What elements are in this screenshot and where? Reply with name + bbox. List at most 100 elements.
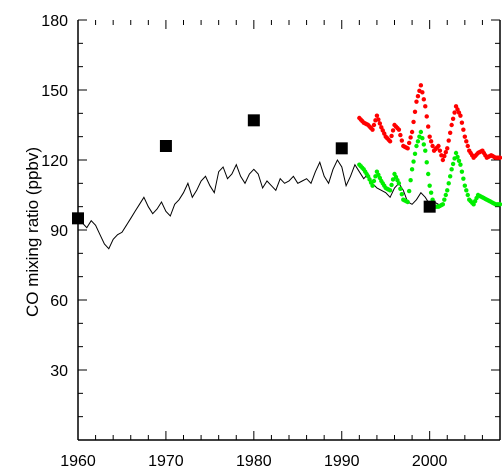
series-layer [72,83,502,250]
x-tick-label: 1980 [236,453,272,469]
y-axis: 30 60 90 120 150 180 [41,13,500,441]
series-point [370,127,375,132]
y-tick-label: 30 [50,363,68,380]
series-point-interp [398,132,403,138]
y-tick-label: 180 [41,13,68,30]
series-point [449,122,454,128]
series-point-interp [371,122,377,128]
series-line [77,158,439,250]
series-point-interp [455,154,460,160]
series-point-interp [408,178,413,183]
series-point-interp [437,148,443,153]
series-point [414,143,419,149]
y-tick-label: 150 [41,83,68,100]
series-point-interp [398,186,403,191]
series-point-interp [408,135,413,140]
series-point-interp [443,192,448,198]
series-square [423,200,436,213]
series-point-interp [415,94,421,99]
series-square [247,114,260,127]
series-point-interp [465,143,470,149]
series-point-interp [461,127,466,132]
series-point-interp [459,169,465,174]
series-point-interp [412,151,418,156]
series-point [396,181,402,186]
series-point [370,183,375,188]
series-point-interp [399,138,405,143]
y-axis-label: CO mixing ratio (ppbv) [23,147,42,317]
series-point-interp [420,136,425,141]
series-point-interp [389,182,394,188]
series-point-interp [426,171,431,177]
series-point-interp [450,161,456,167]
series-point-interp [446,138,451,143]
series-square [335,142,348,155]
series-square [72,212,84,225]
x-axis: 1960 1970 1980 1990 2000 [60,20,501,469]
series-point-interp [459,120,465,125]
series-point-interp [371,178,377,184]
series-point [387,139,393,144]
series-point [418,83,424,88]
series-point [418,129,424,135]
y-tick-label: 60 [50,293,68,310]
series-point-interp [411,119,416,125]
series-point-interp [390,177,396,182]
series-point-interp [450,116,456,121]
series-point-interp [430,143,435,149]
series-point-interp [428,139,434,144]
series-point-interp [389,133,394,139]
series-point [497,155,502,160]
series-point [414,99,419,104]
series-point [387,188,393,193]
series-point [374,113,380,118]
series-point [453,150,459,156]
series-point-interp [464,188,469,193]
series-point [445,146,450,151]
series-point-interp [442,153,447,159]
series-point-interp [442,197,447,202]
series-point-interp [421,142,427,147]
series-point-interp [456,158,462,163]
x-tick-label: 1970 [148,453,184,469]
series-point-interp [464,139,469,144]
series-point [409,167,415,172]
series-point-interp [411,159,416,164]
x-tick-label: 1960 [60,453,96,469]
series-point [458,113,463,118]
series-point-interp [443,150,448,155]
series-point [445,188,450,193]
x-tick-label: 2000 [412,453,448,469]
series-point [440,202,446,207]
series-point-interp [390,128,396,133]
x-tick-label: 1990 [324,453,360,469]
series-point [436,143,441,149]
series-point [497,202,502,207]
series-point-interp [415,139,421,144]
series-point-interp [452,110,457,115]
y-tick-label: 90 [50,223,68,240]
series-point-interp [461,176,466,181]
plot-frame [77,20,501,441]
series-point [405,199,410,205]
series-point [405,146,410,151]
series-point [440,157,446,163]
series-square [159,140,172,152]
series-point-interp [465,192,470,198]
series-point-interp [424,160,429,165]
series-point [458,162,463,167]
series-point-interp [421,97,427,102]
series-point [427,134,432,139]
series-point [462,134,468,139]
series-point [409,129,415,135]
series-point [423,148,428,153]
series-point-interp [447,130,453,135]
series-point-interp [376,117,381,122]
series-point [449,167,454,172]
series-point-interp [377,121,383,126]
series-point-interp [446,181,451,186]
series-point-interp [406,188,412,194]
series-point-interp [424,114,429,119]
series-point-interp [426,124,431,129]
